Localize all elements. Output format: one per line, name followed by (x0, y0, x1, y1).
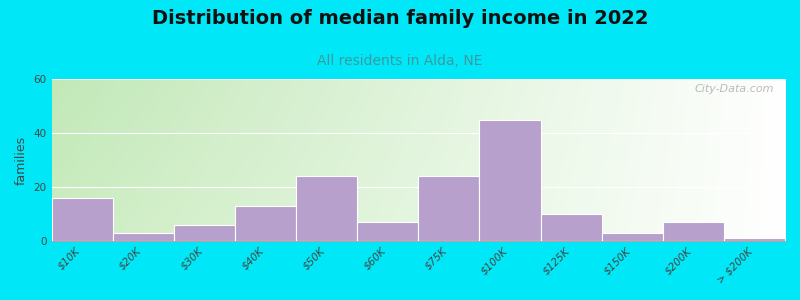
Bar (662, 222, 724, 241)
Bar (541, 214, 602, 241)
Bar (602, 233, 662, 241)
Bar (479, 119, 541, 241)
Text: Distribution of median family income in 2022: Distribution of median family income in … (152, 9, 648, 28)
Bar (296, 176, 357, 241)
Bar (357, 222, 418, 241)
Bar (113, 233, 174, 241)
Bar (235, 206, 296, 241)
Bar (418, 176, 479, 241)
Text: All residents in Alda, NE: All residents in Alda, NE (318, 54, 482, 68)
Y-axis label: families: families (15, 136, 28, 184)
Bar (174, 225, 235, 241)
Text: City-Data.com: City-Data.com (694, 84, 774, 94)
Bar (724, 238, 785, 241)
Bar (51, 198, 113, 241)
